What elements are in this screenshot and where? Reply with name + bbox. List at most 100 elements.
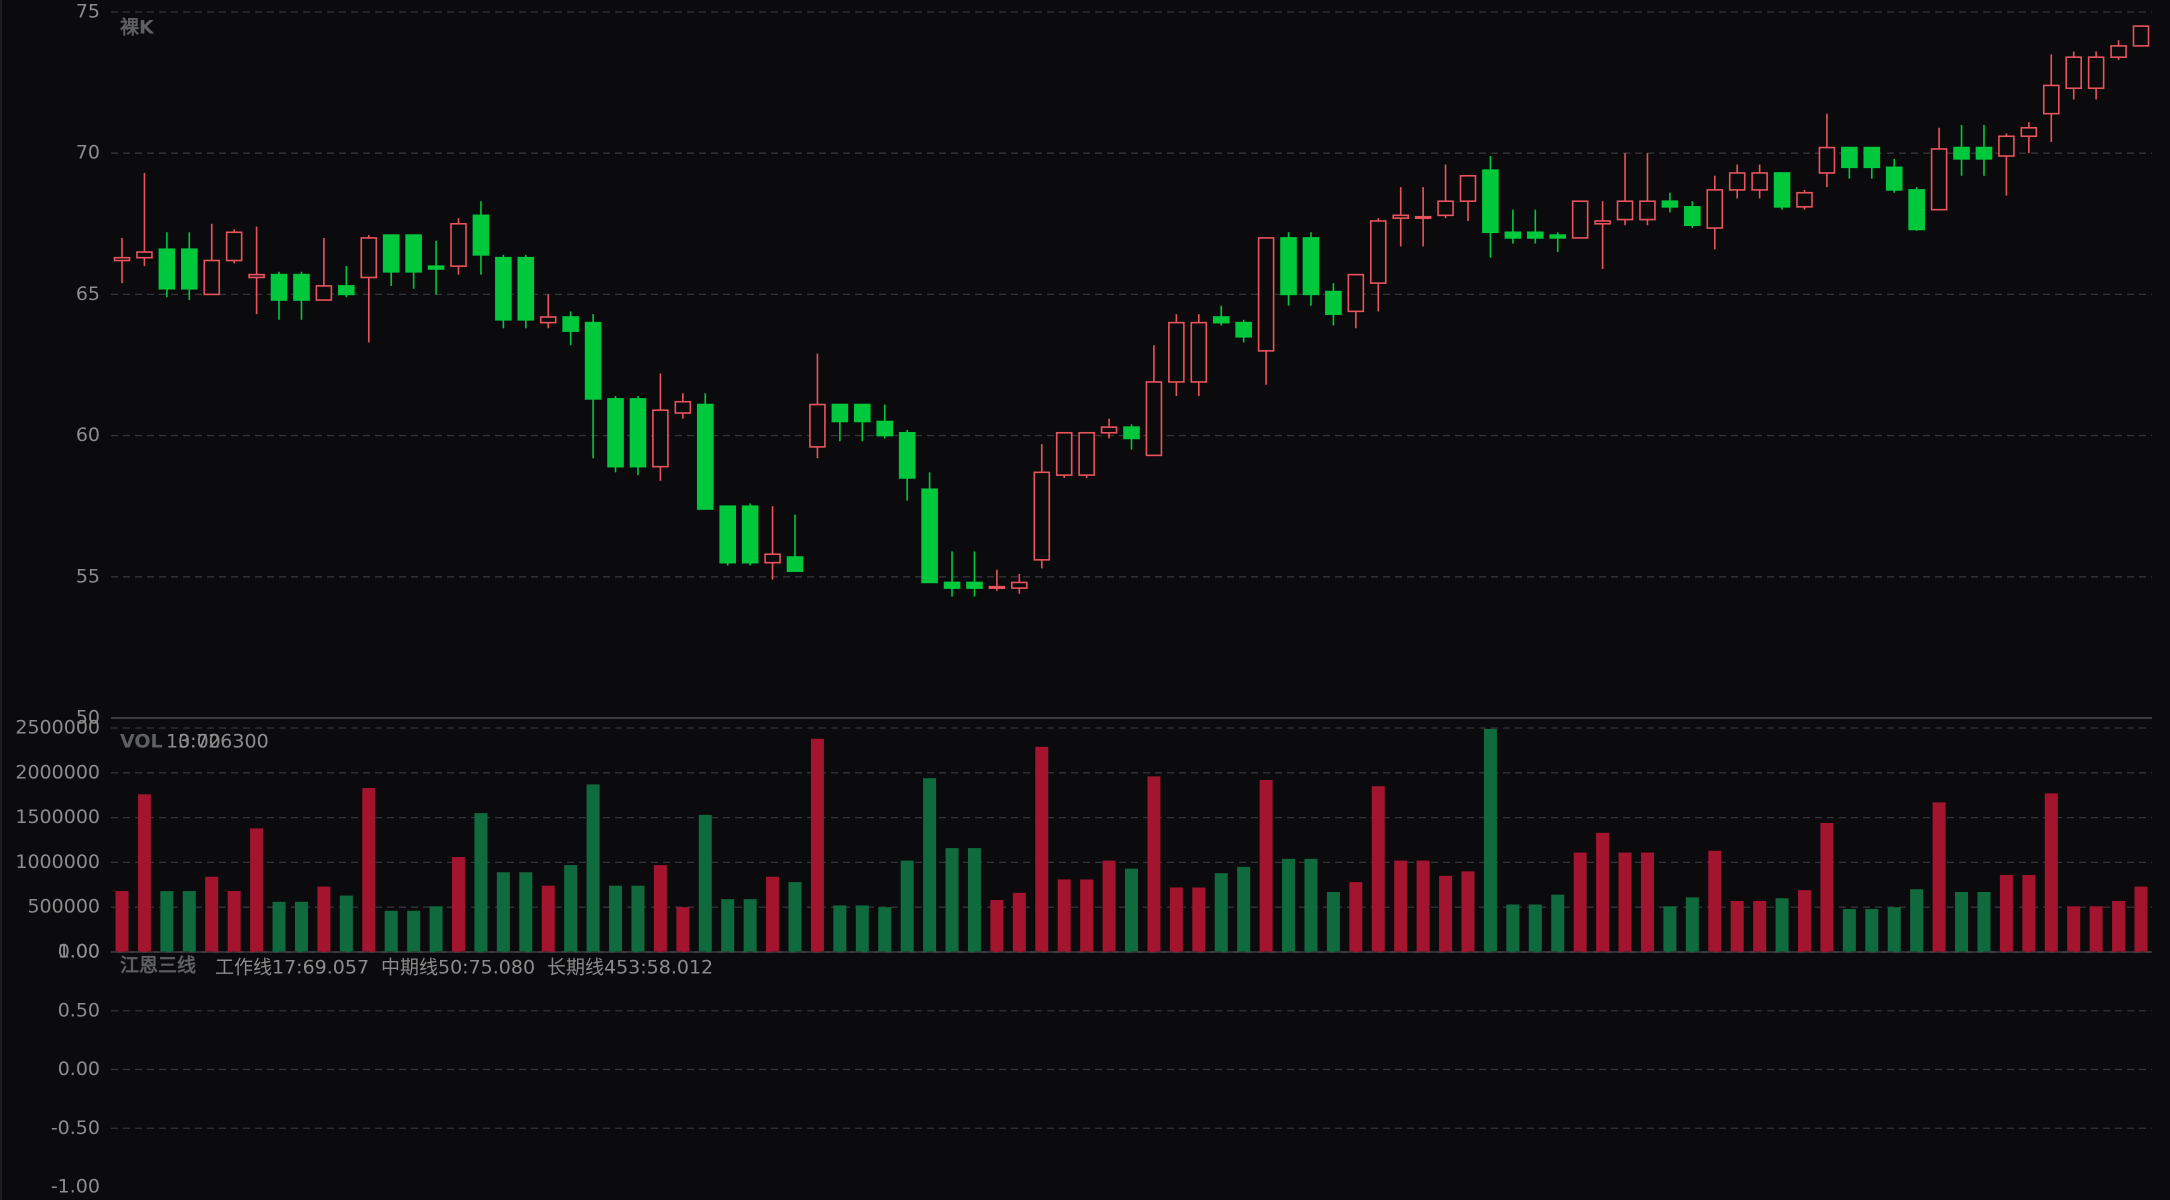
candle-body — [203, 259, 221, 296]
volume-bar — [923, 778, 937, 952]
volume-bar — [1125, 868, 1138, 952]
candle-body — [898, 431, 916, 479]
volume-bar — [1932, 802, 1946, 952]
y-tick-label: 2000000 — [15, 761, 100, 783]
volume-bar — [1057, 879, 1071, 952]
volume-bar — [160, 891, 174, 952]
candle-body — [1885, 166, 1903, 191]
candle-body — [495, 256, 512, 321]
candle-body — [1235, 321, 1252, 338]
volume-bar — [1483, 728, 1497, 952]
candle-body — [764, 553, 781, 564]
candle-body — [539, 316, 557, 324]
volume-bar — [362, 788, 376, 952]
candle-body — [1684, 206, 1701, 227]
candle-body — [2042, 84, 2060, 115]
candle-body — [360, 237, 378, 279]
volume-bar — [564, 865, 578, 952]
volume-bar — [317, 886, 331, 952]
candle-body — [584, 321, 602, 400]
candle-body — [1661, 200, 1679, 208]
legend-entry: 中期线50:75.080 — [381, 957, 535, 979]
volume-bar — [1439, 875, 1453, 952]
volume-bar — [878, 907, 892, 952]
candle-body — [1145, 381, 1163, 457]
candle-body — [809, 403, 826, 448]
panel-title: 裸K — [120, 16, 155, 39]
volume-bar — [945, 848, 959, 952]
volume-bar — [1035, 746, 1049, 952]
candle-body — [1706, 189, 1724, 229]
candle-body — [315, 285, 333, 301]
candle-body — [2020, 126, 2038, 138]
volume-bar — [766, 876, 780, 952]
volume-bar — [1596, 832, 1610, 952]
candle-body — [1212, 316, 1230, 324]
volume-bar — [1865, 908, 1879, 952]
candle-body — [1796, 191, 1813, 208]
volume-bar — [519, 872, 533, 952]
volume-bar — [1842, 908, 1856, 952]
candle-body — [719, 505, 737, 564]
candle-body — [1527, 231, 1544, 239]
y-tick-label: 65 — [76, 283, 100, 305]
candle-body — [338, 285, 355, 296]
y-tick-label: 70 — [76, 142, 100, 164]
volume-bar — [250, 828, 264, 952]
volume-bar — [1371, 786, 1385, 952]
volume-bar — [137, 794, 151, 952]
candle-body — [1751, 172, 1768, 191]
candle-body — [629, 398, 647, 468]
y-tick-label: 50 — [76, 707, 100, 729]
volume-bar — [115, 891, 129, 952]
panel-title: 江恩三线 — [120, 954, 196, 977]
candle-body — [248, 273, 265, 279]
candle-body — [136, 251, 153, 259]
candle-body — [1302, 237, 1320, 296]
volume-bar — [900, 860, 914, 952]
y-tick-label: 55 — [76, 565, 100, 587]
volume-bar — [205, 876, 219, 952]
y-tick-label: 75 — [76, 1, 100, 23]
volume-bar — [1640, 852, 1654, 952]
candle-body — [293, 273, 310, 301]
volume-bar — [294, 901, 308, 952]
candle-body — [786, 556, 804, 572]
candle-body — [741, 505, 759, 564]
volume-bar — [474, 813, 488, 952]
candle-body — [966, 581, 983, 589]
candle-body — [1347, 273, 1365, 313]
candle-body — [2065, 56, 2082, 90]
volume-bar — [1820, 822, 1834, 952]
candle-body — [1414, 215, 1432, 220]
candle-body — [1168, 321, 1185, 383]
volume-bar — [967, 848, 981, 952]
volume-bar — [1775, 898, 1789, 952]
legend-entry: 工作线17:69.057 — [215, 957, 369, 979]
candle-body — [1975, 146, 1993, 160]
candle-body — [674, 400, 692, 414]
candle-body — [427, 265, 445, 270]
candle-body — [181, 248, 198, 290]
volume-bar — [1708, 850, 1722, 952]
candle-body — [270, 273, 288, 301]
volume-bar — [1528, 904, 1542, 952]
volume-bar — [1955, 891, 1969, 952]
candle-body — [876, 420, 894, 437]
volume-bar — [384, 910, 398, 952]
volume-bar — [1192, 887, 1206, 952]
candle-body — [1863, 146, 1881, 169]
candle-body — [1078, 431, 1095, 476]
candle-body — [1594, 220, 1611, 225]
volume-bar — [2089, 906, 2103, 952]
candle-body — [1908, 189, 1925, 231]
legend-entry: 长期线453:58.012 — [547, 957, 713, 979]
volume-bar — [2044, 793, 2058, 952]
volume-bar — [1730, 900, 1744, 952]
candle-body — [1325, 290, 1342, 315]
candle-body — [988, 585, 1006, 589]
candle-body — [1773, 172, 1791, 208]
y-tick-label: 0.00 — [58, 941, 100, 963]
